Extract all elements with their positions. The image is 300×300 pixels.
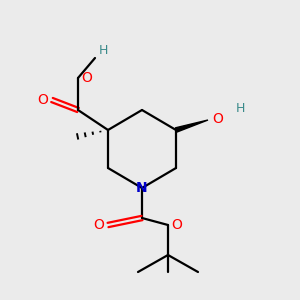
Text: O: O: [38, 93, 48, 107]
Text: N: N: [136, 181, 148, 195]
Text: H: H: [235, 101, 245, 115]
Text: O: O: [94, 218, 104, 232]
Text: H: H: [98, 44, 108, 58]
Text: O: O: [213, 112, 224, 126]
Polygon shape: [175, 120, 208, 132]
Text: O: O: [82, 71, 92, 85]
Text: O: O: [172, 218, 182, 232]
